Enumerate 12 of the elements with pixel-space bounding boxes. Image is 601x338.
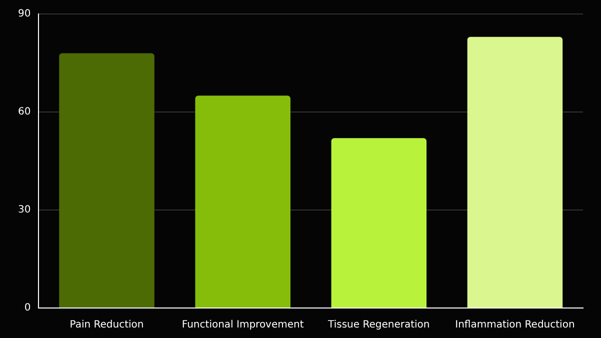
- x-tick-label: Functional Improvement: [182, 320, 304, 331]
- y-tick-label: 90: [18, 8, 31, 20]
- bar: [59, 53, 154, 308]
- bar: [195, 96, 290, 308]
- x-tick-label: Inflammation Reduction: [455, 320, 575, 331]
- x-tick-label: Pain Reduction: [70, 320, 144, 331]
- y-tick-label: 30: [18, 204, 31, 216]
- bar: [467, 36, 563, 308]
- bar: [331, 138, 427, 308]
- x-tick-label: Tissue Regeneration: [327, 320, 430, 331]
- y-tick-label: 0: [24, 302, 31, 314]
- y-tick-label: 60: [18, 106, 31, 118]
